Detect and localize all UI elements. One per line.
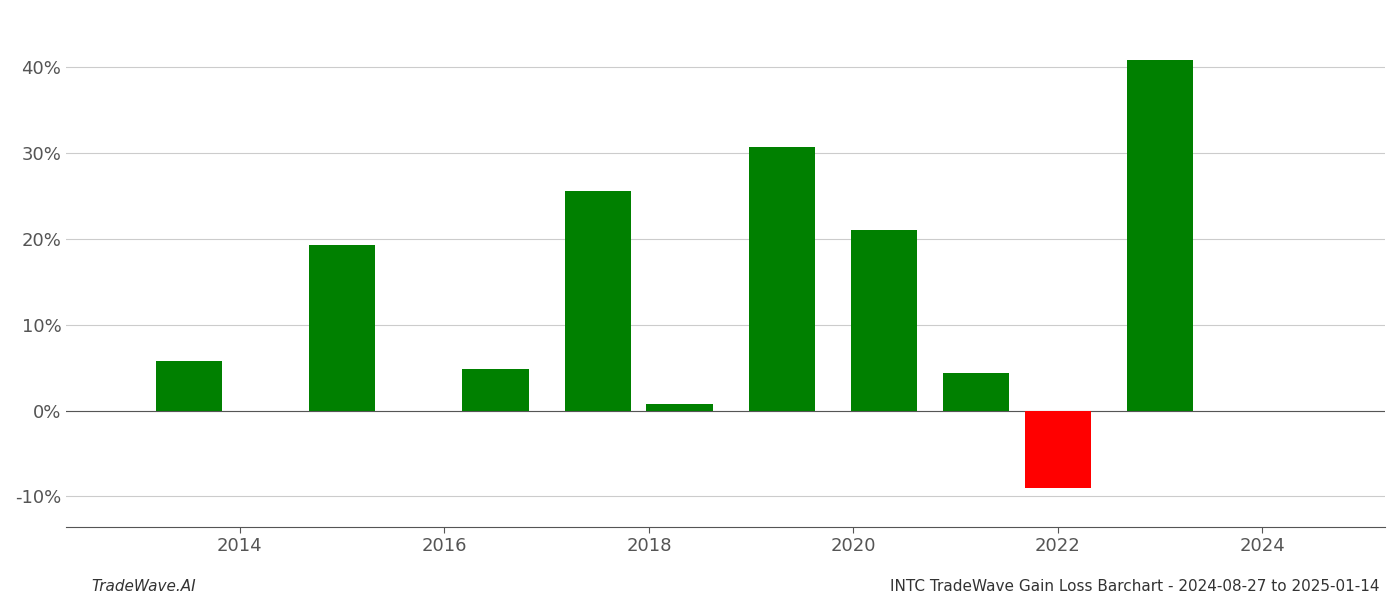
Text: INTC TradeWave Gain Loss Barchart - 2024-08-27 to 2025-01-14: INTC TradeWave Gain Loss Barchart - 2024… (889, 579, 1379, 594)
Bar (749, 146, 815, 410)
Bar (564, 191, 631, 410)
Bar (942, 373, 1009, 410)
Bar (155, 361, 223, 410)
Bar (462, 369, 529, 410)
Bar (1127, 60, 1193, 410)
Text: TradeWave.AI: TradeWave.AI (91, 579, 196, 594)
Bar (647, 404, 713, 410)
Bar (851, 230, 917, 410)
Bar (1025, 410, 1091, 488)
Bar (309, 245, 375, 410)
